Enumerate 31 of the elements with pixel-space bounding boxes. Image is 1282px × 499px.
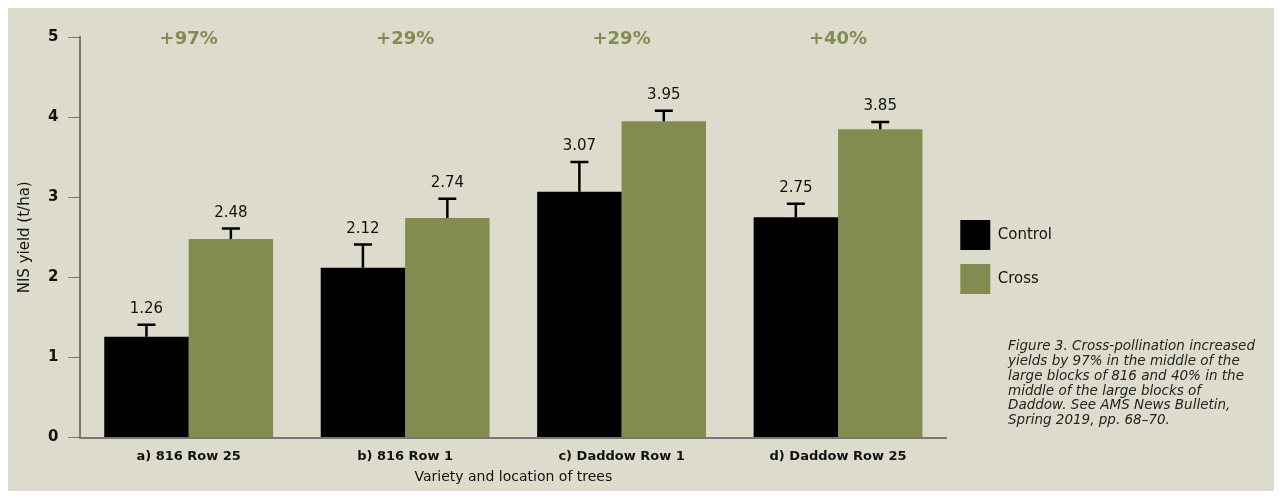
annotation: +29% [592,26,651,48]
y-axis-title: NIS yield (t/ha) [14,181,33,294]
annotation: +40% [808,26,868,48]
data-label: 3.95 [647,85,681,104]
caption: Figure 3. Cross-pollination increased yields by 97% in the middle of the large blocks of 816 and 40% in the middle of the large blocks of Daddow. See AMS News Bulletin, Spring 2019, pp. 68–70. [1008,337,1256,428]
x-tick-label: d) Daddow Row 25 [769,447,907,463]
y-tick-label: 2 [48,267,59,286]
legend-label: Cross [997,268,1040,287]
y-tick-label: 3 [48,187,59,206]
y-tick-label: 1 [48,347,59,366]
bar [621,121,707,438]
y-tick-label: 0 [48,427,59,446]
y-tick-label: 5 [48,26,59,45]
x-tick-label: b) 816 Row 1 [357,447,454,463]
x-tick-label: a) 816 Row 25 [136,447,241,463]
data-label: 2.74 [430,173,465,192]
y-tick-label: 4 [48,107,59,126]
annotation: +97% [159,26,218,48]
annotation: +29% [376,26,435,48]
data-label: 2.75 [779,178,813,197]
bar [838,129,923,438]
data-label: 2.48 [214,202,248,221]
data-label: 3.07 [562,136,597,155]
x-axis-title: Variety and location of trees [414,468,613,485]
data-label: 1.26 [129,299,164,318]
x-tick-label: c) Daddow Row 1 [558,447,685,463]
data-label: 3.85 [863,96,897,115]
legend-label: Control [997,224,1053,243]
bar [188,238,274,438]
data-label: 2.12 [346,218,380,237]
bar [405,218,490,438]
